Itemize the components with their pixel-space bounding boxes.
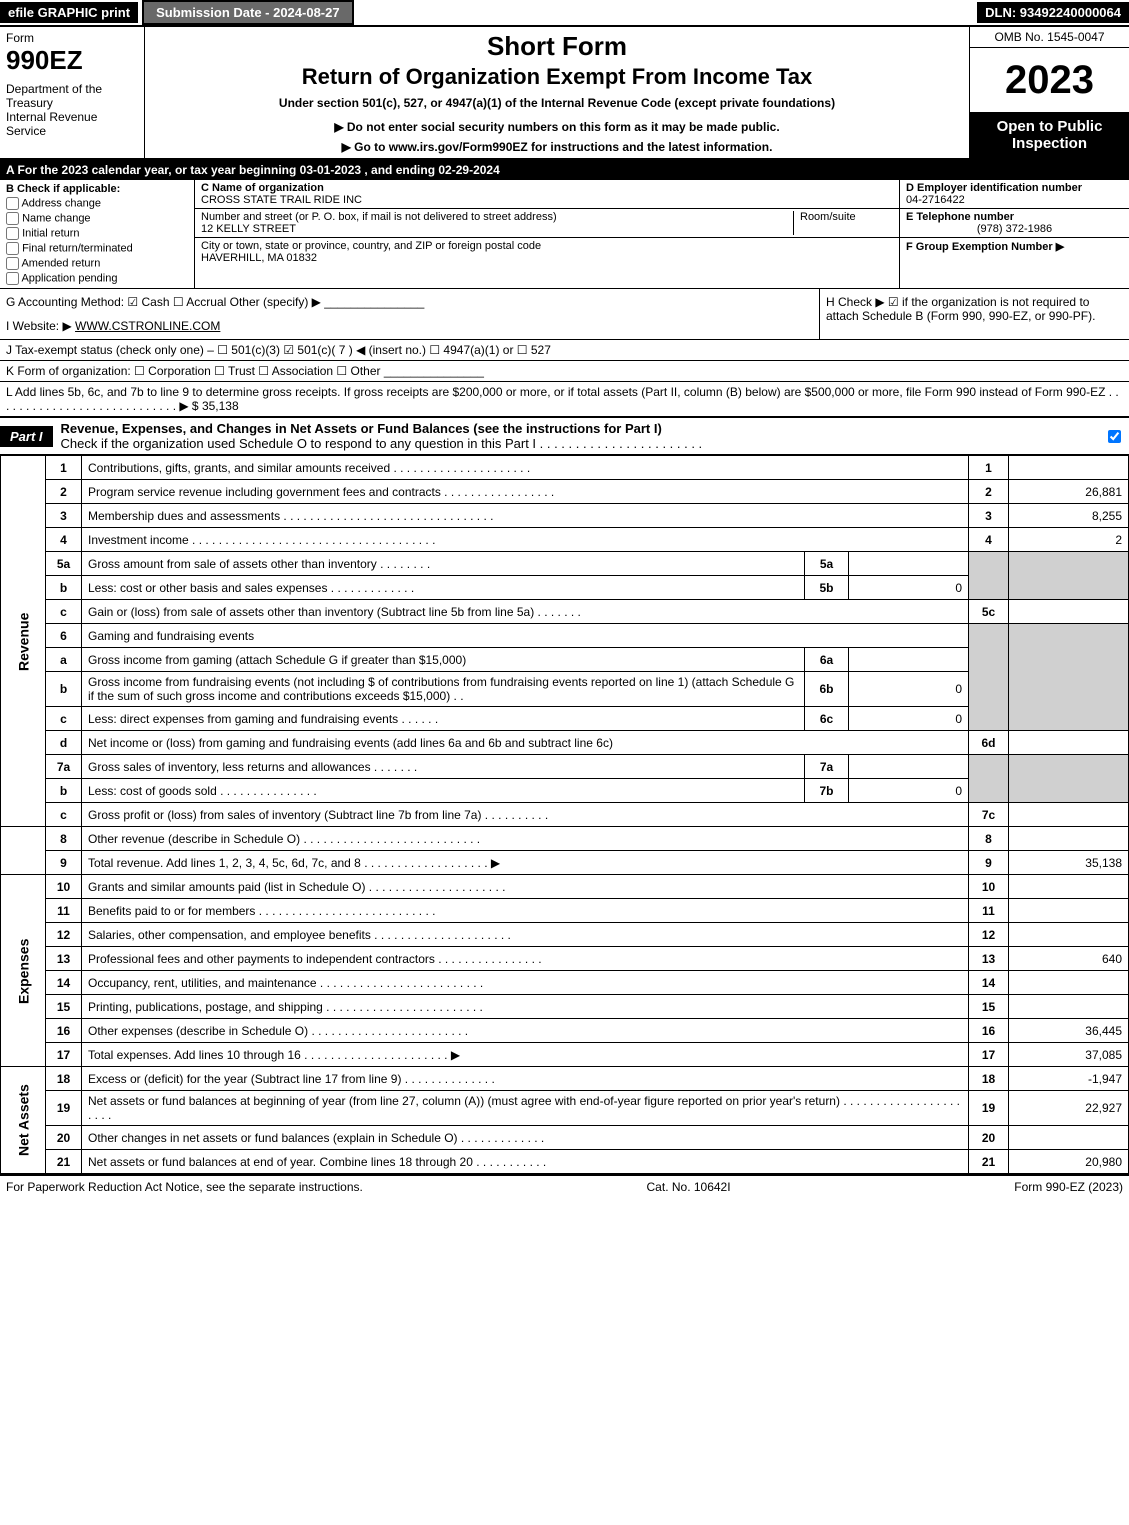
e-label: E Telephone number [906, 211, 1123, 223]
row-18: Net Assets 18Excess or (deficit) for the… [1, 1067, 1129, 1091]
c-name-value: CROSS STATE TRAIL RIDE INC [201, 194, 893, 206]
row-3: 3 Membership dues and assessments . . . … [1, 504, 1129, 528]
gh-row: G Accounting Method: ☑ Cash ☐ Accrual Ot… [0, 289, 1129, 340]
side-net-assets: Net Assets [1, 1067, 46, 1174]
under-section: Under section 501(c), 527, or 4947(a)(1)… [155, 96, 959, 110]
form-number: 990EZ [6, 45, 138, 76]
part-i-tag: Part I [0, 426, 53, 447]
cb-initial-return[interactable]: Initial return [6, 227, 188, 240]
row-7b: b Less: cost of goods sold . . . . . . .… [1, 779, 1129, 803]
row-15: 15Printing, publications, postage, and s… [1, 995, 1129, 1019]
section-b-checkboxes: B Check if applicable: Address change Na… [0, 180, 195, 288]
h-schedule-b: H Check ▶ ☑ if the organization is not r… [819, 289, 1129, 339]
f-group: F Group Exemption Number ▶ [900, 238, 1129, 255]
submission-date: Submission Date - 2024-08-27 [142, 0, 354, 25]
b-header: B Check if applicable: [6, 183, 188, 195]
footer: For Paperwork Reduction Act Notice, see … [0, 1174, 1129, 1198]
efile-print-label[interactable]: efile GRAPHIC print [0, 2, 138, 23]
goto-link[interactable]: ▶ Go to www.irs.gov/Form990EZ for instru… [155, 140, 959, 154]
footer-form: Form 990-EZ (2023) [1014, 1180, 1123, 1194]
c-city-label: City or town, state or province, country… [201, 240, 893, 252]
row-4: 4 Investment income . . . . . . . . . . … [1, 528, 1129, 552]
header-left: Form 990EZ Department of the Treasury In… [0, 27, 145, 158]
c-name-label: C Name of organization [201, 182, 893, 194]
c-street-label: Number and street (or P. O. box, if mail… [201, 211, 793, 223]
d-label: D Employer identification number [906, 182, 1123, 194]
row-1: Revenue 1 Contributions, gifts, grants, … [1, 456, 1129, 480]
tax-year: 2023 [970, 48, 1129, 112]
footer-cat: Cat. No. 10642I [363, 1180, 1014, 1194]
omb-number: OMB No. 1545-0047 [970, 27, 1129, 48]
org-block: B Check if applicable: Address change Na… [0, 180, 1129, 289]
form-header: Form 990EZ Department of the Treasury In… [0, 27, 1129, 160]
side-revenue: Revenue [1, 456, 46, 827]
row-6d: d Net income or (loss) from gaming and f… [1, 731, 1129, 755]
row-6a: a Gross income from gaming (attach Sched… [1, 648, 1129, 672]
row-6: 6 Gaming and fundraising events [1, 624, 1129, 648]
c-street-value: 12 KELLY STREET [201, 223, 793, 235]
part-i-table: Revenue 1 Contributions, gifts, grants, … [0, 455, 1129, 1174]
dln-label: DLN: 93492240000064 [977, 2, 1129, 23]
row-17: 17 Total expenses. Add lines 10 through … [1, 1043, 1129, 1067]
c-street-cell: Number and street (or P. O. box, if mail… [195, 209, 899, 238]
row-11: 11Benefits paid to or for members . . . … [1, 899, 1129, 923]
row-9: 9 Total revenue. Total revenue. Add line… [1, 851, 1129, 875]
top-bar: efile GRAPHIC print Submission Date - 20… [0, 0, 1129, 27]
row-10: Expenses 10 Grants and similar amounts p… [1, 875, 1129, 899]
side-expenses: Expenses [1, 875, 46, 1067]
row-6c: c Less: direct expenses from gaming and … [1, 707, 1129, 731]
row-20: 20Other changes in net assets or fund ba… [1, 1126, 1129, 1150]
row-5a: 5a Gross amount from sale of assets othe… [1, 552, 1129, 576]
row-16: 16Other expenses (describe in Schedule O… [1, 1019, 1129, 1043]
open-to-public: Open to Public Inspection [970, 112, 1129, 158]
e-phone: E Telephone number (978) 372-1986 [900, 209, 1129, 238]
f-label: F Group Exemption Number ▶ [906, 241, 1064, 253]
part-i-header: Part I Revenue, Expenses, and Changes in… [0, 416, 1129, 455]
section-c: C Name of organization CROSS STATE TRAIL… [195, 180, 899, 288]
row-6b: b Gross income from fundraising events (… [1, 672, 1129, 707]
header-right: OMB No. 1545-0047 2023 Open to Public In… [969, 27, 1129, 158]
k-form-org: K Form of organization: ☐ Corporation ☐ … [0, 361, 1129, 382]
do-not-enter: ▶ Do not enter social security numbers o… [155, 120, 959, 134]
row-14: 14Occupancy, rent, utilities, and mainte… [1, 971, 1129, 995]
cb-final-return[interactable]: Final return/terminated [6, 242, 188, 255]
j-tax-exempt: J Tax-exempt status (check only one) – ☐… [0, 340, 1129, 361]
row-5b: b Less: cost or other basis and sales ex… [1, 576, 1129, 600]
cb-application-pending[interactable]: Application pending [6, 272, 188, 285]
row-a-period: A For the 2023 calendar year, or tax yea… [0, 160, 1129, 180]
row-8: 8 Other revenue (describe in Schedule O)… [1, 827, 1129, 851]
c-city-value: HAVERHILL, MA 01832 [201, 252, 893, 264]
c-room-label: Room/suite [800, 211, 893, 223]
row-7a: 7a Gross sales of inventory, less return… [1, 755, 1129, 779]
section-def: D Employer identification number 04-2716… [899, 180, 1129, 288]
row-19: 19Net assets or fund balances at beginni… [1, 1091, 1129, 1126]
g-text: G Accounting Method: ☑ Cash ☐ Accrual Ot… [6, 295, 813, 309]
row-2: 2 Program service revenue including gove… [1, 480, 1129, 504]
row-21: 21Net assets or fund balances at end of … [1, 1150, 1129, 1174]
i-website[interactable]: WWW.CSTRONLINE.COM [75, 319, 220, 333]
row-12: 12Salaries, other compensation, and empl… [1, 923, 1129, 947]
header-mid: Short Form Return of Organization Exempt… [145, 27, 969, 158]
cb-address-change[interactable]: Address change [6, 197, 188, 210]
dept-label: Department of the Treasury Internal Reve… [6, 82, 138, 138]
part-i-checkbox[interactable] [1108, 429, 1129, 443]
c-name-cell: C Name of organization CROSS STATE TRAIL… [195, 180, 899, 209]
d-value: 04-2716422 [906, 194, 1123, 206]
g-accounting: G Accounting Method: ☑ Cash ☐ Accrual Ot… [0, 289, 819, 339]
d-ein: D Employer identification number 04-2716… [900, 180, 1129, 209]
part-i-title: Revenue, Expenses, and Changes in Net As… [53, 418, 1108, 454]
c-city-cell: City or town, state or province, country… [195, 238, 899, 266]
footer-left: For Paperwork Reduction Act Notice, see … [6, 1180, 363, 1194]
i-label: I Website: ▶ [6, 319, 72, 333]
row-5c: c Gain or (loss) from sale of assets oth… [1, 600, 1129, 624]
title-return: Return of Organization Exempt From Incom… [155, 64, 959, 90]
row-13: 13Professional fees and other payments t… [1, 947, 1129, 971]
title-short-form: Short Form [155, 31, 959, 62]
cb-amended-return[interactable]: Amended return [6, 257, 188, 270]
e-value: (978) 372-1986 [906, 223, 1123, 235]
form-word: Form [6, 31, 138, 45]
l-gross-receipts: L Add lines 5b, 6c, and 7b to line 9 to … [0, 382, 1129, 416]
cb-name-change[interactable]: Name change [6, 212, 188, 225]
row-7c: c Gross profit or (loss) from sales of i… [1, 803, 1129, 827]
